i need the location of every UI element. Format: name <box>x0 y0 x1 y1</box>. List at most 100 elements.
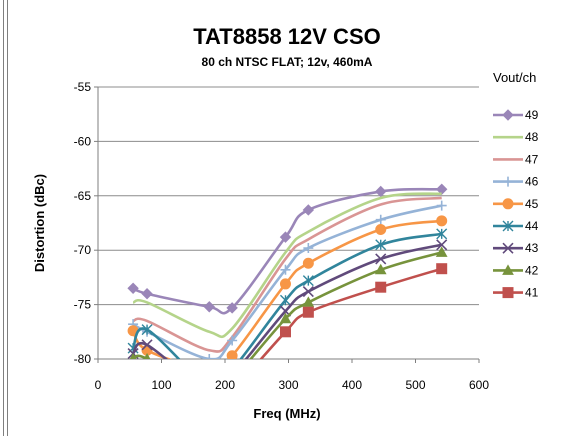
tick-labels: -55 -60 -65 -70 -75 -800 100 200 300 400 500 600 <box>74 80 490 392</box>
data-point-42-6 <box>374 263 387 275</box>
legend-item-48: 48 <box>493 130 539 144</box>
x-tick-label: 600 <box>469 378 489 392</box>
data-point-46-2 <box>204 354 215 359</box>
data-point-45-3 <box>226 350 238 359</box>
x-tick-label: 500 <box>405 378 425 392</box>
axes <box>94 86 480 363</box>
data-point-44-7 <box>436 228 448 240</box>
legend-item-49: 49 <box>493 108 539 122</box>
data-point-45-6 <box>375 224 387 236</box>
legend-marker-43 <box>502 242 514 254</box>
data-point-46-4 <box>280 264 291 275</box>
legend: 49 48 47 46 45 44 43 42 41 <box>493 108 539 300</box>
y-tick-label: -70 <box>74 243 92 257</box>
chart-title: TAT8858 12V CSO <box>193 24 380 49</box>
legend-label-46: 46 <box>525 175 539 189</box>
data-point-43-7 <box>436 239 448 251</box>
y-tick-label: -75 <box>74 298 92 312</box>
legend-marker-46 <box>503 176 513 187</box>
data-point-44-3 <box>227 365 237 375</box>
data-point-49-2 <box>203 301 215 313</box>
series-line-49 <box>132 187 442 315</box>
legend-title: Vout/ch <box>493 70 536 85</box>
data-point-41-2 <box>204 408 214 418</box>
data-point-41-7 <box>436 263 448 275</box>
series-line-44 <box>131 232 442 359</box>
data-point-44-6 <box>375 239 387 251</box>
series-47 <box>132 196 442 353</box>
series-44 <box>127 228 448 391</box>
data-point-44-1 <box>141 324 153 336</box>
data-point-42-7 <box>435 246 448 257</box>
chart-subtitle: 80 ch NTSC FLAT; 12v, 460mA <box>202 55 373 69</box>
data-point-41-5 <box>302 306 314 318</box>
series-41 <box>128 263 448 418</box>
legend-label-45: 45 <box>525 197 539 211</box>
y-tick-label: -65 <box>74 189 92 203</box>
grid-lines <box>98 86 479 306</box>
data-point-44-2 <box>204 381 214 391</box>
data-point-43-2 <box>204 387 214 397</box>
x-axis-label: Freq (MHz) <box>253 406 320 421</box>
legend-marker-49 <box>502 109 514 121</box>
series-49 <box>127 183 448 315</box>
legend-label-43: 43 <box>525 241 539 255</box>
legend-marker-45 <box>502 198 514 210</box>
y-tick-label: -80 <box>74 352 92 366</box>
data-point-43-5 <box>302 285 314 298</box>
legend-marker-41 <box>502 287 514 299</box>
legend-item-44: 44 <box>493 219 539 233</box>
x-tick-label: 100 <box>151 378 171 392</box>
data-point-44-4 <box>279 294 291 306</box>
legend-label-47: 47 <box>525 152 539 166</box>
y-tick-label: -55 <box>74 80 92 94</box>
data-point-45-4 <box>279 278 291 290</box>
legend-item-47: 47 <box>493 152 539 166</box>
data-point-49-3 <box>226 302 238 314</box>
data-point-41-1 <box>142 365 152 375</box>
left-frame-line-inner <box>7 0 8 436</box>
data-point-43-1 <box>141 339 153 351</box>
y-tick-label: -60 <box>74 134 92 148</box>
series-line-41 <box>259 267 443 359</box>
data-point-46-7 <box>436 200 447 211</box>
series-line-48 <box>132 192 442 339</box>
data-point-43-6 <box>375 253 387 265</box>
legend-label-41: 41 <box>525 286 539 300</box>
x-tick-label: 200 <box>215 378 235 392</box>
legend-marker-42 <box>502 264 514 275</box>
data-point-41-4 <box>279 326 291 338</box>
series-lines <box>127 183 448 418</box>
data-point-49-4 <box>279 231 292 243</box>
legend-item-41: 41 <box>493 286 539 300</box>
series-42 <box>129 246 448 407</box>
data-point-42-1 <box>143 352 151 359</box>
data-point-45-2 <box>204 365 214 375</box>
data-point-49-6 <box>375 185 387 198</box>
data-point-42-2 <box>204 398 214 407</box>
x-tick-label: 300 <box>278 378 298 392</box>
series-line-47 <box>132 196 442 353</box>
data-point-41-0 <box>128 365 138 375</box>
legend-label-44: 44 <box>525 219 539 233</box>
data-point-41-6 <box>375 281 387 293</box>
data-point-45-5 <box>302 257 314 269</box>
data-point-45-7 <box>436 215 448 227</box>
x-tick-label: 0 <box>95 378 102 392</box>
series-line-42 <box>132 251 443 359</box>
legend-marker-44 <box>502 220 514 232</box>
legend-label-49: 49 <box>525 108 539 122</box>
data-point-46-6 <box>375 214 386 225</box>
legend-item-46: 46 <box>493 175 539 189</box>
legend-item-43: 43 <box>493 241 539 255</box>
data-point-42-5 <box>302 296 315 307</box>
series-line-43 <box>132 243 442 359</box>
data-point-49-1 <box>141 288 153 300</box>
data-point-42-0 <box>129 352 137 359</box>
data-point-44-5 <box>302 275 314 287</box>
legend-label-42: 42 <box>525 263 539 277</box>
legend-item-45: 45 <box>493 197 539 211</box>
legend-label-48: 48 <box>525 130 539 144</box>
